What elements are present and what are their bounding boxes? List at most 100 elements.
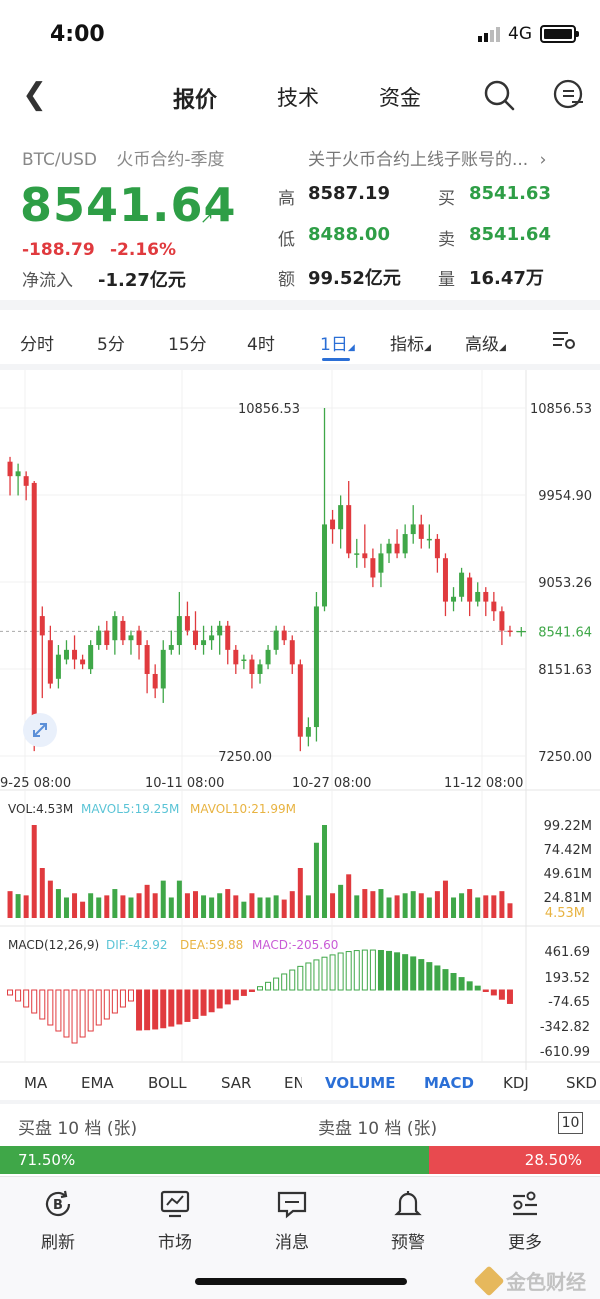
y-axis-label: 9053.26 xyxy=(538,576,592,591)
macd-histogram-bar xyxy=(458,977,465,991)
low-value: 8488.00 xyxy=(308,224,390,245)
sell-orders-label: 卖盘 10 档 (张) xyxy=(318,1119,438,1139)
indicator-tab-ma[interactable]: MA xyxy=(24,1074,48,1092)
indicator-tab-ene[interactable]: EN xyxy=(284,1074,302,1092)
nav-messages-label: 消息 xyxy=(275,1233,309,1253)
y-axis-label: 9954.90 xyxy=(538,489,592,504)
macd-histogram-bar xyxy=(184,989,191,1022)
watermark-text: 金色财经 xyxy=(506,1270,586,1294)
period-tab-indicators[interactable]: 指标◢ xyxy=(390,330,431,355)
indicator-tab-volume[interactable]: VOLUME xyxy=(325,1074,396,1092)
volume-bar xyxy=(313,842,319,918)
amount-value: 99.52亿元 xyxy=(308,268,401,289)
volume-bar xyxy=(160,880,166,918)
macd-histogram-bar xyxy=(410,956,417,991)
chat-menu-icon[interactable] xyxy=(552,78,586,112)
candlestick-chart[interactable]: +10856.53 9954.90 9053.26 8541.64 8151.63 725… xyxy=(0,370,600,1070)
expand-icon[interactable] xyxy=(22,712,58,748)
candle-body xyxy=(47,640,53,684)
volume-y-label: 24.81M xyxy=(544,891,592,906)
candle-body xyxy=(507,630,513,633)
nav-more[interactable]: 更多 xyxy=(485,1188,565,1253)
candle-body xyxy=(499,611,505,631)
period-tab-1d[interactable]: 1日◢ xyxy=(320,330,355,355)
high-label: 高 xyxy=(278,189,295,209)
status-indicators: 4G xyxy=(478,24,579,44)
tab-quote[interactable]: 报价 xyxy=(173,88,218,113)
more-icon xyxy=(513,1191,537,1216)
candle-body xyxy=(330,519,336,530)
volume-bar xyxy=(322,825,328,918)
indicator-tab-macd[interactable]: MACD xyxy=(424,1074,474,1092)
svg-text:B: B xyxy=(53,1198,63,1213)
nav-refresh[interactable]: B 刷新 xyxy=(18,1188,98,1253)
candle-body xyxy=(370,558,376,578)
period-tab-5m[interactable]: 5分 xyxy=(97,335,125,355)
candle-body xyxy=(297,664,303,737)
chevron-right-icon: › xyxy=(539,150,547,170)
macd-histogram-bar xyxy=(87,989,94,1032)
candle-body xyxy=(184,616,190,631)
macd-histogram-bar xyxy=(136,989,143,1031)
high-value: 8587.19 xyxy=(308,183,390,204)
candle-body xyxy=(305,727,311,737)
macd-histogram-bar xyxy=(466,981,473,991)
candle-body xyxy=(80,659,86,665)
macd-y-label: -74.65 xyxy=(548,995,590,1010)
period-tab-4h[interactable]: 4时 xyxy=(247,335,275,355)
macd-histogram-bar xyxy=(119,989,126,1008)
candle-body xyxy=(241,659,247,662)
macd-histogram-bar xyxy=(95,989,102,1026)
tab-funds[interactable]: 资金 xyxy=(379,86,421,110)
bell-icon xyxy=(394,1191,422,1216)
candle-body xyxy=(467,577,473,602)
nav-alerts[interactable]: 预警 xyxy=(368,1188,448,1253)
macd-y-label: 193.52 xyxy=(545,971,591,986)
indicator-tab-ema[interactable]: EMA xyxy=(81,1074,114,1092)
volume-bar xyxy=(354,895,360,918)
macd-histogram-bar xyxy=(434,965,441,991)
macd-histogram-bar xyxy=(450,972,457,991)
pair-symbol: BTC/USD xyxy=(22,150,97,170)
volume-bar xyxy=(475,897,481,918)
volume-bar xyxy=(434,891,440,918)
back-icon[interactable]: ❮ xyxy=(22,77,48,112)
indicator-tab-skdj[interactable]: SKD xyxy=(566,1074,597,1092)
nav-market[interactable]: 市场 xyxy=(135,1188,215,1253)
notice-link[interactable]: 关于火币合约上线子账号的... › xyxy=(308,145,546,170)
search-icon[interactable] xyxy=(482,78,516,112)
period-tab-timeshare[interactable]: 分时 xyxy=(20,335,54,355)
macd-histogram-bar xyxy=(329,954,336,991)
period-tab-advanced[interactable]: 高级◢ xyxy=(465,330,506,355)
tab-technical[interactable]: 技术 xyxy=(277,86,319,110)
signal-icon xyxy=(478,26,500,42)
indicator-tab-boll[interactable]: BOLL xyxy=(148,1074,187,1092)
macd-histogram-bar xyxy=(337,952,344,991)
period-tab-15m[interactable]: 15分 xyxy=(168,335,207,355)
macd-histogram-bar xyxy=(265,981,272,991)
indicator-tab-sar[interactable]: SAR xyxy=(221,1074,252,1092)
candle-body xyxy=(491,601,497,612)
chart-area[interactable]: +10856.53 9954.90 9053.26 8541.64 8151.63 725… xyxy=(0,370,600,1070)
macd-histogram-bar xyxy=(111,989,118,1014)
depth-selector[interactable]: 10 xyxy=(558,1112,583,1134)
volume-bar xyxy=(112,889,118,918)
home-indicator[interactable] xyxy=(195,1278,407,1285)
watermark-logo-icon xyxy=(473,1264,505,1297)
period-tab-1d-label: 1日 xyxy=(320,335,348,355)
net-inflow-value: -1.27亿元 xyxy=(98,270,186,291)
nav-messages[interactable]: 消息 xyxy=(252,1188,332,1253)
y-axis-label: 7250.00 xyxy=(538,750,592,765)
candle-body xyxy=(442,558,448,602)
macd-histogram-bar xyxy=(369,949,376,991)
sell-ratio: 28.50% xyxy=(429,1146,600,1174)
chart-settings-icon[interactable] xyxy=(552,330,576,350)
candle-body xyxy=(31,482,37,728)
indicator-tab-kdj[interactable]: KDJ xyxy=(503,1074,529,1092)
period-tab-advanced-label: 高级 xyxy=(465,335,499,355)
candle-body xyxy=(313,606,319,728)
volume-current-label: 4.53M xyxy=(545,906,585,921)
volume-bar xyxy=(491,895,497,918)
buy-orders-label: 买盘 10 档 (张) xyxy=(18,1119,138,1139)
volume-bar xyxy=(499,891,505,918)
